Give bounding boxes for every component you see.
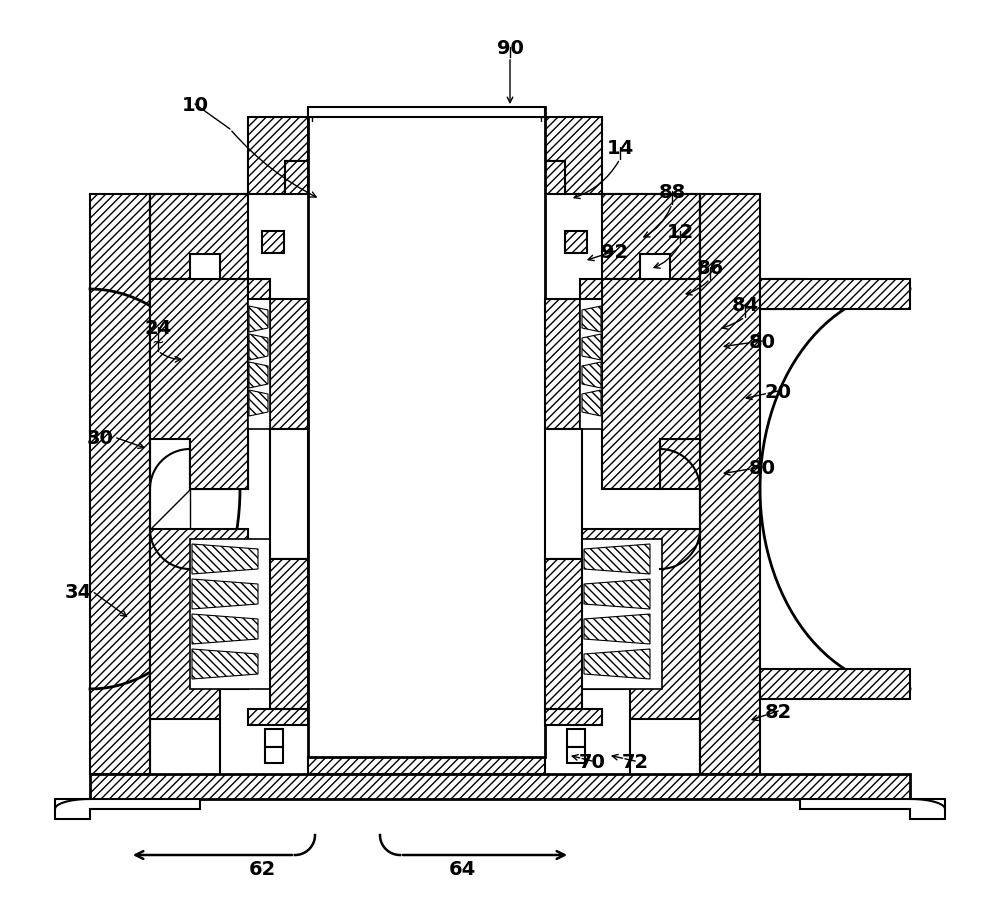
- Polygon shape: [150, 195, 248, 279]
- Polygon shape: [760, 669, 910, 699]
- Polygon shape: [584, 614, 650, 644]
- Bar: [567, 747, 585, 763]
- Text: 64: 64: [448, 859, 476, 879]
- Polygon shape: [660, 439, 700, 490]
- Polygon shape: [545, 162, 565, 195]
- Bar: [308, 757, 545, 774]
- FancyArrowPatch shape: [722, 319, 743, 330]
- Bar: [270, 429, 308, 560]
- Text: 24: 24: [144, 318, 172, 337]
- Polygon shape: [249, 335, 268, 360]
- Text: 34: 34: [64, 582, 92, 601]
- Polygon shape: [584, 650, 650, 679]
- Polygon shape: [150, 490, 190, 529]
- Polygon shape: [582, 363, 601, 389]
- Bar: [308, 108, 545, 118]
- Text: 10: 10: [182, 96, 209, 114]
- Polygon shape: [545, 300, 580, 429]
- Polygon shape: [249, 363, 268, 389]
- Text: 92: 92: [601, 243, 629, 261]
- Text: 90: 90: [497, 39, 523, 57]
- FancyArrowPatch shape: [94, 593, 127, 617]
- Bar: [567, 729, 585, 747]
- Polygon shape: [192, 650, 258, 679]
- Text: 70: 70: [579, 752, 605, 771]
- Text: 80: 80: [748, 458, 776, 477]
- Polygon shape: [545, 529, 700, 720]
- Polygon shape: [602, 279, 700, 490]
- Bar: [90, 774, 910, 800]
- Polygon shape: [248, 279, 270, 300]
- Text: ~: ~: [152, 335, 164, 349]
- Polygon shape: [700, 195, 760, 774]
- Polygon shape: [270, 560, 308, 709]
- Polygon shape: [192, 544, 258, 574]
- Polygon shape: [545, 118, 602, 195]
- Bar: [190, 539, 270, 689]
- Polygon shape: [760, 279, 910, 310]
- Polygon shape: [150, 279, 248, 490]
- Bar: [308, 108, 545, 757]
- Bar: [262, 232, 284, 254]
- Polygon shape: [800, 800, 945, 819]
- Polygon shape: [190, 439, 248, 490]
- FancyArrowPatch shape: [160, 353, 181, 363]
- Polygon shape: [285, 162, 308, 195]
- Polygon shape: [150, 529, 248, 720]
- Text: 84: 84: [731, 295, 759, 314]
- Bar: [565, 232, 587, 254]
- Bar: [545, 429, 582, 560]
- Text: 12: 12: [666, 222, 694, 242]
- Polygon shape: [248, 118, 308, 195]
- Polygon shape: [192, 614, 258, 644]
- FancyArrowPatch shape: [686, 281, 708, 296]
- Polygon shape: [580, 279, 602, 300]
- Polygon shape: [582, 391, 601, 416]
- Polygon shape: [584, 544, 650, 574]
- Polygon shape: [248, 709, 308, 725]
- Polygon shape: [760, 279, 800, 310]
- Polygon shape: [192, 579, 258, 609]
- Text: 86: 86: [696, 258, 724, 278]
- Bar: [582, 539, 662, 689]
- Polygon shape: [90, 195, 150, 774]
- Polygon shape: [249, 391, 268, 416]
- Polygon shape: [584, 579, 650, 609]
- Polygon shape: [150, 279, 190, 310]
- Polygon shape: [545, 709, 602, 725]
- Text: 14: 14: [606, 139, 634, 157]
- Bar: [580, 300, 602, 429]
- Bar: [265, 729, 283, 747]
- FancyArrowPatch shape: [574, 163, 619, 199]
- FancyArrowPatch shape: [117, 438, 144, 448]
- Text: 30: 30: [87, 428, 113, 447]
- Text: 80: 80: [748, 332, 776, 351]
- Bar: [265, 747, 283, 763]
- Polygon shape: [545, 560, 582, 709]
- Text: 62: 62: [248, 859, 276, 879]
- Bar: [248, 300, 270, 429]
- Polygon shape: [249, 307, 268, 333]
- Text: 20: 20: [764, 382, 791, 401]
- Polygon shape: [55, 800, 200, 819]
- Polygon shape: [270, 300, 308, 429]
- Text: 72: 72: [621, 752, 649, 771]
- Text: 82: 82: [764, 702, 792, 720]
- Polygon shape: [582, 307, 601, 333]
- Text: 88: 88: [658, 182, 686, 201]
- Polygon shape: [582, 335, 601, 360]
- FancyArrowPatch shape: [644, 208, 671, 238]
- FancyArrowPatch shape: [654, 247, 679, 269]
- Polygon shape: [602, 195, 700, 279]
